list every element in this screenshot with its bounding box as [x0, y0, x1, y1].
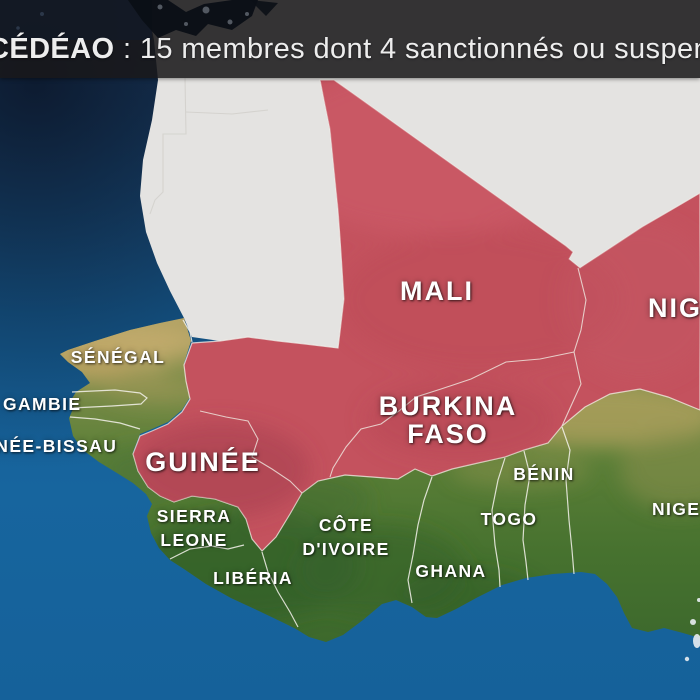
- non-member-borders: [149, 77, 269, 215]
- border-guinea-bissau: [69, 416, 141, 430]
- sanctioned-internal-borders: [199, 267, 587, 494]
- border-benin-nigeria: [561, 426, 575, 575]
- header-band: CÉDÉAO : 15 membres dont 4 sanctionnés o…: [0, 0, 700, 78]
- border-liberia-cotedivoire: [261, 551, 299, 628]
- cloud-specks: [684, 598, 700, 662]
- border-cotedivoire-ghana: [407, 476, 433, 604]
- border-ghana-togo: [491, 457, 506, 588]
- border-senegal-mauritania: [182, 319, 193, 343]
- terrain-texture: [60, 323, 700, 630]
- headline-text: : 15 membres dont 4 sanctionnés ou suspe…: [114, 33, 700, 65]
- member-borders: [69, 319, 575, 628]
- border-togo-benin: [522, 450, 531, 581]
- headline-org: CÉDÉAO: [0, 33, 115, 65]
- band-map-silhouette: [16, 0, 278, 38]
- band-ocean-glimpse: [0, 0, 152, 40]
- headline: CÉDÉAO : 15 membres dont 4 sanctionnés o…: [0, 33, 700, 66]
- region-non-member-shape: [140, 0, 700, 348]
- border-gambia: [71, 389, 148, 409]
- border-sierraleone-liberia: [169, 544, 245, 560]
